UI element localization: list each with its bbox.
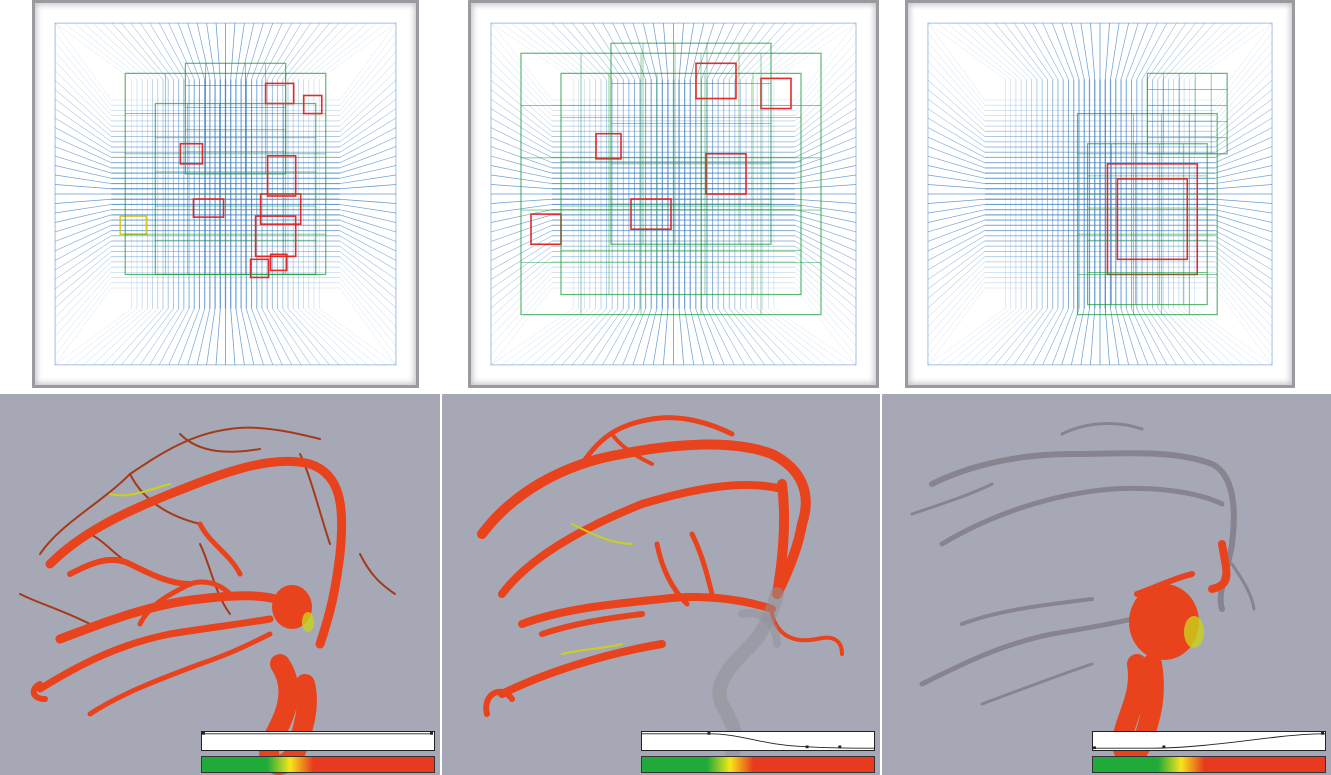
aneurysm-sac	[272, 585, 312, 629]
control-point[interactable]	[1093, 746, 1096, 750]
control-point[interactable]	[1321, 732, 1325, 735]
color-gradient-bar-2[interactable]	[641, 756, 875, 773]
vessel-render-1	[0, 394, 440, 775]
vessel-canvas-2	[477, 415, 844, 761]
deformed-grid-view-2	[468, 0, 879, 388]
grid-canvas-1	[54, 22, 397, 366]
transfer-function-widget-2[interactable]	[641, 731, 875, 773]
grid-canvas-2	[490, 22, 857, 366]
vessel-render-2	[442, 394, 880, 775]
transfer-function-widget-3[interactable]	[1092, 731, 1326, 773]
aneurysm-sac	[1129, 584, 1199, 660]
color-gradient-bar-1[interactable]	[201, 756, 435, 773]
control-point[interactable]	[838, 745, 842, 749]
vessel-render-3	[882, 394, 1331, 775]
opacity-curve-1[interactable]	[201, 731, 435, 751]
control-point[interactable]	[430, 732, 434, 735]
control-point[interactable]	[1162, 745, 1166, 749]
grid-lattice	[54, 22, 397, 366]
opacity-curve-2[interactable]	[641, 731, 875, 751]
opacity-curve-3[interactable]	[1092, 731, 1326, 751]
vessel-canvas-3	[910, 422, 1256, 766]
highlighted-cells	[1076, 72, 1228, 316]
deformed-grid-view-1	[32, 0, 419, 388]
grid-canvas-3	[927, 22, 1273, 366]
vessel-canvas-1	[19, 426, 396, 775]
highlighted-cells	[520, 42, 822, 316]
highlighted-cells	[119, 62, 327, 279]
transfer-function-widget-1[interactable]	[201, 731, 435, 773]
deformed-grid-view-3	[905, 0, 1295, 388]
color-gradient-bar-3[interactable]	[1092, 756, 1326, 773]
control-point[interactable]	[805, 745, 809, 749]
control-point[interactable]	[202, 732, 205, 735]
control-point[interactable]	[707, 732, 711, 735]
